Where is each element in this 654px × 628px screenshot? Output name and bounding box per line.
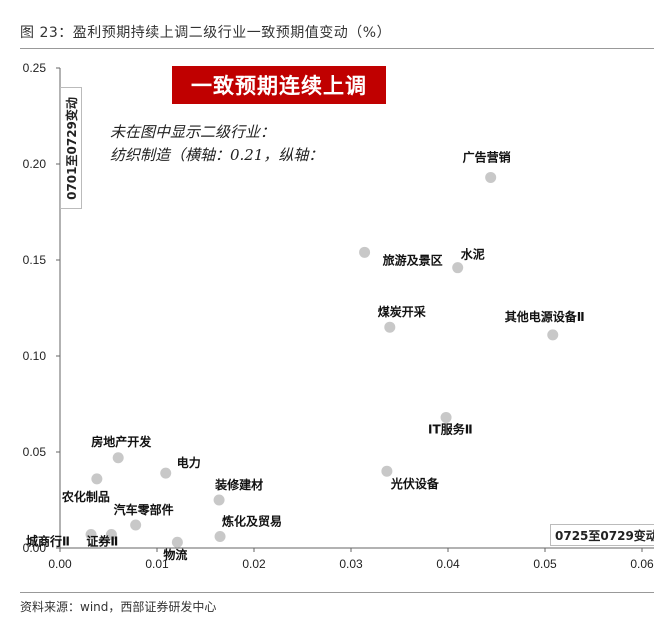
data-point-label: 水泥 bbox=[461, 247, 485, 262]
y-tick-label: 0.15 bbox=[23, 253, 47, 267]
data-point-label: 证券Ⅱ bbox=[86, 534, 118, 549]
data-point bbox=[112, 452, 124, 464]
data-point bbox=[547, 329, 559, 341]
data-point-label: 城商行Ⅱ bbox=[26, 534, 70, 549]
bottom-rule bbox=[20, 592, 654, 593]
data-point bbox=[85, 529, 97, 541]
data-point bbox=[171, 536, 183, 548]
data-point-label: 广告营销 bbox=[463, 149, 511, 164]
y-tick-label: 0.25 bbox=[23, 61, 47, 75]
data-point bbox=[91, 473, 103, 485]
source-note: 资料来源：wind，西部证券研发中心 bbox=[20, 600, 217, 614]
chart-axes: 0.00 0.01 0.02 0.03 0.04 0.05 0.06 0.00 0.05 0.10… bbox=[23, 61, 654, 571]
data-point bbox=[160, 467, 172, 479]
data-point bbox=[381, 465, 393, 477]
y-tick-label: 0.00 bbox=[23, 541, 47, 555]
data-point bbox=[452, 262, 464, 274]
x-tick-label: 0.05 bbox=[533, 557, 557, 571]
data-point-label: 汽车零部件 bbox=[114, 502, 174, 517]
chart-banner: 一致预期连续上调 bbox=[172, 66, 386, 104]
y-axis-label-box: 0701至0729变动 bbox=[60, 87, 82, 209]
data-point-label: 其他电源设备Ⅱ bbox=[505, 309, 585, 324]
x-tick-label: 0.06 bbox=[630, 557, 654, 571]
data-point bbox=[485, 171, 497, 183]
data-point-label: 光伏设备 bbox=[390, 476, 440, 491]
data-point bbox=[440, 411, 452, 423]
data-point bbox=[213, 494, 225, 506]
data-point bbox=[384, 321, 396, 333]
x-tick-label: 0.02 bbox=[242, 557, 266, 571]
data-point-label: 装修建材 bbox=[214, 477, 263, 492]
data-point-label: 物流 bbox=[163, 547, 187, 562]
data-point-label: 电力 bbox=[177, 455, 201, 470]
data-point bbox=[105, 529, 117, 541]
data-point bbox=[359, 246, 371, 258]
data-point bbox=[130, 519, 142, 531]
y-axis-label: 0701至0729变动 bbox=[64, 96, 79, 200]
data-point-label: 炼化及贸易 bbox=[222, 513, 282, 528]
data-point-label: 农化制品 bbox=[61, 489, 110, 504]
top-rule bbox=[20, 48, 654, 49]
figure-title: 图 23：盈利预期持续上调二级行业一致预期值变动（%） bbox=[20, 25, 392, 41]
chart-points bbox=[85, 171, 559, 548]
data-point-label: 房地产开发 bbox=[91, 434, 152, 449]
y-tick-label: 0.05 bbox=[23, 445, 47, 459]
x-tick-label: 0.00 bbox=[48, 557, 72, 571]
data-point-label: 煤炭开采 bbox=[378, 304, 426, 319]
x-tick-label: 0.04 bbox=[436, 557, 460, 571]
y-tick-label: 0.10 bbox=[23, 349, 47, 363]
x-axis-label: 0725至0729变动 bbox=[550, 524, 654, 546]
x-tick-label: 0.03 bbox=[339, 557, 363, 571]
data-point-label: 旅游及景区 bbox=[383, 252, 443, 267]
data-point-label: IT服务Ⅱ bbox=[428, 421, 473, 436]
note-line-1: 未在图中显示二级行业： bbox=[110, 123, 276, 141]
y-tick-label: 0.20 bbox=[23, 157, 47, 171]
data-point bbox=[214, 530, 226, 542]
x-tick-label: 0.01 bbox=[145, 557, 169, 571]
note-line-2: 纺织制造（横轴：0.21，纵轴： bbox=[110, 146, 324, 164]
